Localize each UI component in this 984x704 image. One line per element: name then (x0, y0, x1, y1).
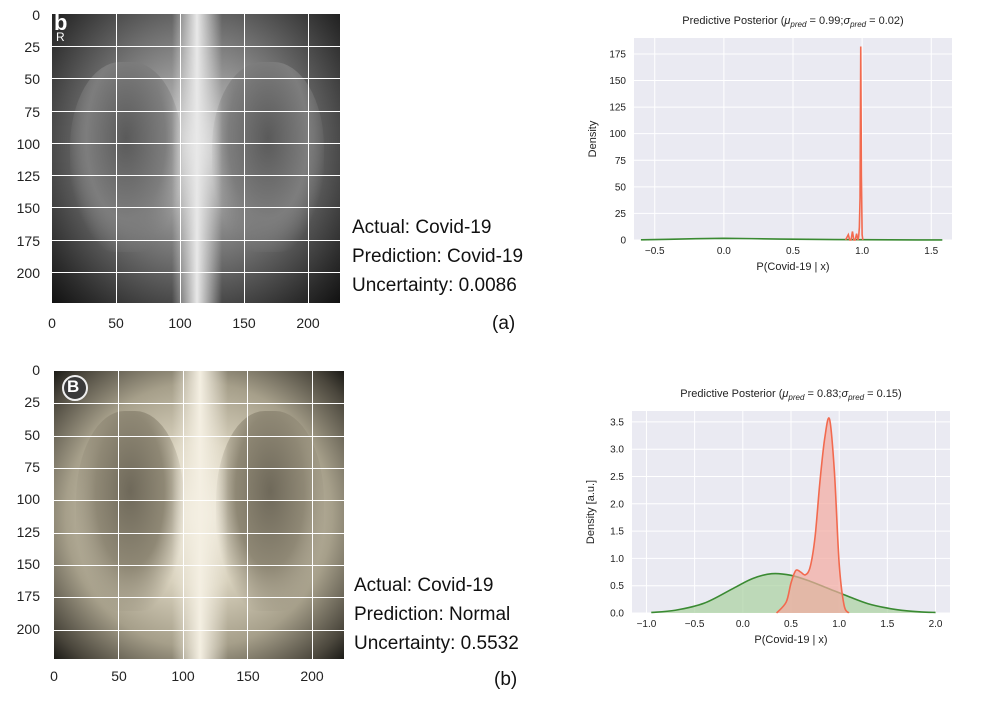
left-lung (70, 62, 182, 252)
y-tick-label: 0.0 (610, 609, 624, 620)
image-y-tick: 100 (16, 491, 40, 507)
image-y-tick: 75 (24, 459, 40, 475)
y-tick-label: 175 (609, 49, 626, 60)
x-axis-label: P(Covid-19 | x) (756, 261, 829, 273)
image-y-tick: 25 (24, 394, 40, 410)
y-tick-label: 100 (609, 129, 626, 140)
y-axis-label: Density (587, 120, 599, 157)
image-y-tick: 0 (32, 7, 40, 23)
x-tick-label: 0.5 (784, 619, 798, 630)
image-y-tick: 100 (16, 136, 40, 152)
actual-label: Actual: Covid-19 (354, 575, 494, 596)
x-tick-label: 1.5 (880, 619, 894, 630)
chart-title: Predictive Posterior (μpred = 0.99;σpred… (682, 15, 903, 29)
left-lung (76, 411, 184, 611)
y-tick-label: 0.5 (610, 581, 624, 592)
prediction-info-a: Actual: Covid-19 Prediction: Covid-19 Un… (352, 213, 523, 300)
image-y-tick: 125 (16, 524, 40, 540)
y-tick-label: 150 (609, 76, 626, 87)
series-fill-red (776, 417, 849, 613)
y-tick-label: 2.0 (610, 499, 624, 510)
posterior-chart-a: −0.5 0.0 0.5 1.0 1.5 0 25 50 75 100 125 150 175 P(Cov… (587, 15, 952, 273)
x-tick-label: 1.0 (855, 246, 869, 257)
x-tick-label: 0.0 (736, 619, 750, 630)
image-x-tick: 100 (168, 315, 192, 331)
image-x-tick: 200 (296, 315, 320, 331)
x-axis-label: P(Covid-19 | x) (754, 634, 827, 646)
y-tick-label: 1.5 (610, 527, 624, 538)
posterior-chart-b: −1.0 −0.5 0.0 0.5 1.0 1.5 2.0 0.0 0.5 1.0 1.5 2.0 2.… (585, 388, 950, 646)
image-x-tick: 0 (48, 315, 56, 331)
right-lung (216, 411, 324, 611)
x-tick-label: −0.5 (685, 619, 705, 630)
prediction-label: Prediction: Normal (354, 604, 511, 625)
y-tick-label: 3.0 (610, 445, 624, 456)
image-y-tick: 50 (24, 71, 40, 87)
chart-title: Predictive Posterior (μpred = 0.83;σpred… (680, 388, 901, 402)
image-x-tick: 50 (111, 668, 127, 684)
y-tick-label: 50 (615, 182, 627, 193)
y-tick-label: 25 (615, 209, 627, 220)
x-tick-label: 1.0 (832, 619, 846, 630)
image-corner-sublabel: R (56, 30, 65, 44)
y-axis-label: Density [a.u.] (585, 480, 597, 544)
image-x-tick: 200 (300, 668, 324, 684)
subfigure-label-a: (a) (492, 313, 516, 334)
prediction-label: Prediction: Covid-19 (352, 246, 524, 267)
uncertainty-label: Uncertainty: 0.0086 (352, 275, 517, 296)
image-y-tick: 25 (24, 39, 40, 55)
image-x-tick: 100 (171, 668, 195, 684)
actual-label: Actual: Covid-19 (352, 217, 492, 238)
series-line-green (640, 237, 943, 241)
image-x-tick: 150 (232, 315, 256, 331)
xray-image-b: B (54, 371, 344, 659)
image-y-tick: 0 (32, 362, 40, 378)
y-tick-label: 75 (615, 156, 627, 167)
image-corner-label: B (67, 377, 80, 396)
image-y-tick: 150 (16, 200, 40, 216)
x-tick-label: 1.5 (924, 246, 938, 257)
right-lung (212, 62, 324, 252)
image-y-tick: 175 (16, 588, 40, 604)
x-tick-label: −0.5 (645, 246, 665, 257)
image-y-tick: 150 (16, 556, 40, 572)
image-y-tick: 200 (16, 265, 40, 281)
panel-b: 0 25 50 75 100 125 150 175 200 B 0 50 10… (0, 355, 984, 704)
image-y-tick: 50 (24, 427, 40, 443)
image-y-tick: 175 (16, 233, 40, 249)
x-tick-label: −1.0 (637, 619, 657, 630)
image-y-tick: 125 (16, 168, 40, 184)
image-x-tick: 0 (50, 668, 58, 684)
image-corner-badge (62, 375, 88, 401)
uncertainty-label: Uncertainty: 0.5532 (354, 633, 519, 654)
y-tick-label: 125 (609, 103, 626, 114)
panel-a: 0 25 50 75 100 125 150 175 200 b R 0 50 … (0, 0, 984, 345)
subfigure-label-b: (b) (494, 669, 518, 690)
spine (172, 371, 228, 659)
x-tick-label: 0.0 (717, 246, 731, 257)
x-tick-label: 2.0 (929, 619, 943, 630)
y-tick-label: 0 (620, 236, 626, 247)
image-x-tick: 50 (108, 315, 124, 331)
prediction-info-b: Actual: Covid-19 Prediction: Normal Unce… (354, 571, 519, 658)
image-x-tick: 150 (236, 668, 260, 684)
y-tick-label: 3.5 (610, 417, 624, 428)
x-tick-label: 0.5 (786, 246, 800, 257)
y-tick-label: 2.5 (610, 472, 624, 483)
image-y-tick: 200 (16, 621, 40, 637)
image-corner-label: b (54, 14, 68, 35)
y-tick-label: 1.0 (610, 554, 624, 565)
series-line-red (775, 417, 850, 614)
series-line-red (844, 46, 864, 241)
image-y-tick: 75 (24, 104, 40, 120)
xray-image-a: b R (52, 14, 340, 303)
